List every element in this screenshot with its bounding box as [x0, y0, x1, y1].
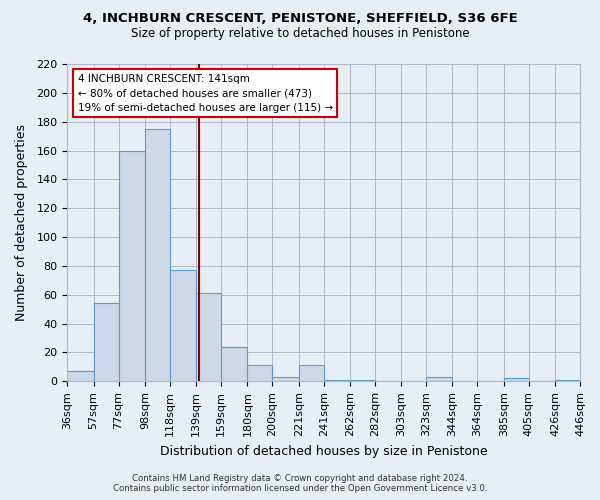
Bar [272, 377, 299, 382]
Text: Contains HM Land Registry data © Crown copyright and database right 2024.: Contains HM Land Registry data © Crown c… [132, 474, 468, 483]
Bar [67, 371, 94, 382]
Bar [350, 380, 375, 382]
Bar [196, 294, 221, 382]
Bar [170, 270, 196, 382]
Bar [94, 304, 119, 382]
Bar [145, 129, 170, 382]
Y-axis label: Number of detached properties: Number of detached properties [15, 124, 28, 321]
Bar [426, 377, 452, 382]
Text: 4 INCHBURN CRESCENT: 141sqm
← 80% of detached houses are smaller (473)
19% of se: 4 INCHBURN CRESCENT: 141sqm ← 80% of det… [77, 74, 332, 113]
Text: Contains public sector information licensed under the Open Government Licence v3: Contains public sector information licen… [113, 484, 487, 493]
Bar [323, 380, 350, 382]
Bar [299, 366, 323, 382]
X-axis label: Distribution of detached houses by size in Penistone: Distribution of detached houses by size … [160, 444, 487, 458]
Text: Size of property relative to detached houses in Penistone: Size of property relative to detached ho… [131, 28, 469, 40]
Bar [247, 366, 272, 382]
Bar [221, 346, 247, 382]
Text: 4, INCHBURN CRESCENT, PENISTONE, SHEFFIELD, S36 6FE: 4, INCHBURN CRESCENT, PENISTONE, SHEFFIE… [83, 12, 517, 26]
Bar [504, 378, 529, 382]
Bar [119, 150, 145, 382]
Bar [555, 380, 580, 382]
